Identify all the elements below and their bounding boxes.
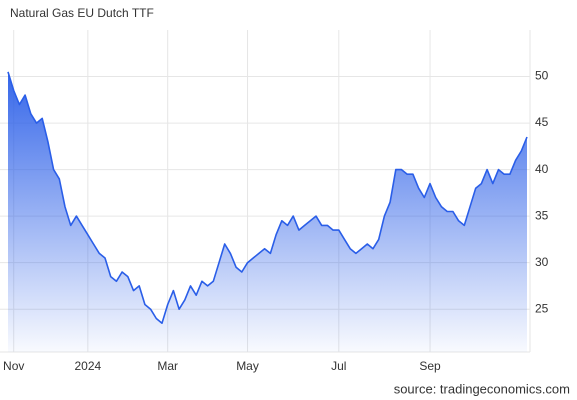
- y-tick-label: 45: [535, 115, 549, 129]
- y-tick-label: 50: [535, 69, 549, 83]
- area-fill: [8, 71, 527, 353]
- y-tick-label: 40: [535, 162, 549, 176]
- y-tick-label: 35: [535, 208, 549, 222]
- x-tick-label: Jul: [331, 359, 346, 373]
- x-tick-label: Mar: [157, 359, 178, 373]
- y-tick-label: 30: [535, 255, 549, 269]
- y-tick-label: 25: [535, 301, 549, 315]
- x-tick-label: 2024: [74, 359, 101, 373]
- x-tick-label: Nov: [3, 359, 24, 373]
- x-tick-label: Sep: [419, 359, 441, 373]
- chart-title: Natural Gas EU Dutch TTF: [10, 6, 154, 20]
- source: source: tradingeconomics.com: [394, 381, 570, 396]
- line: [7, 71, 528, 324]
- x-tick-label: May: [236, 359, 259, 373]
